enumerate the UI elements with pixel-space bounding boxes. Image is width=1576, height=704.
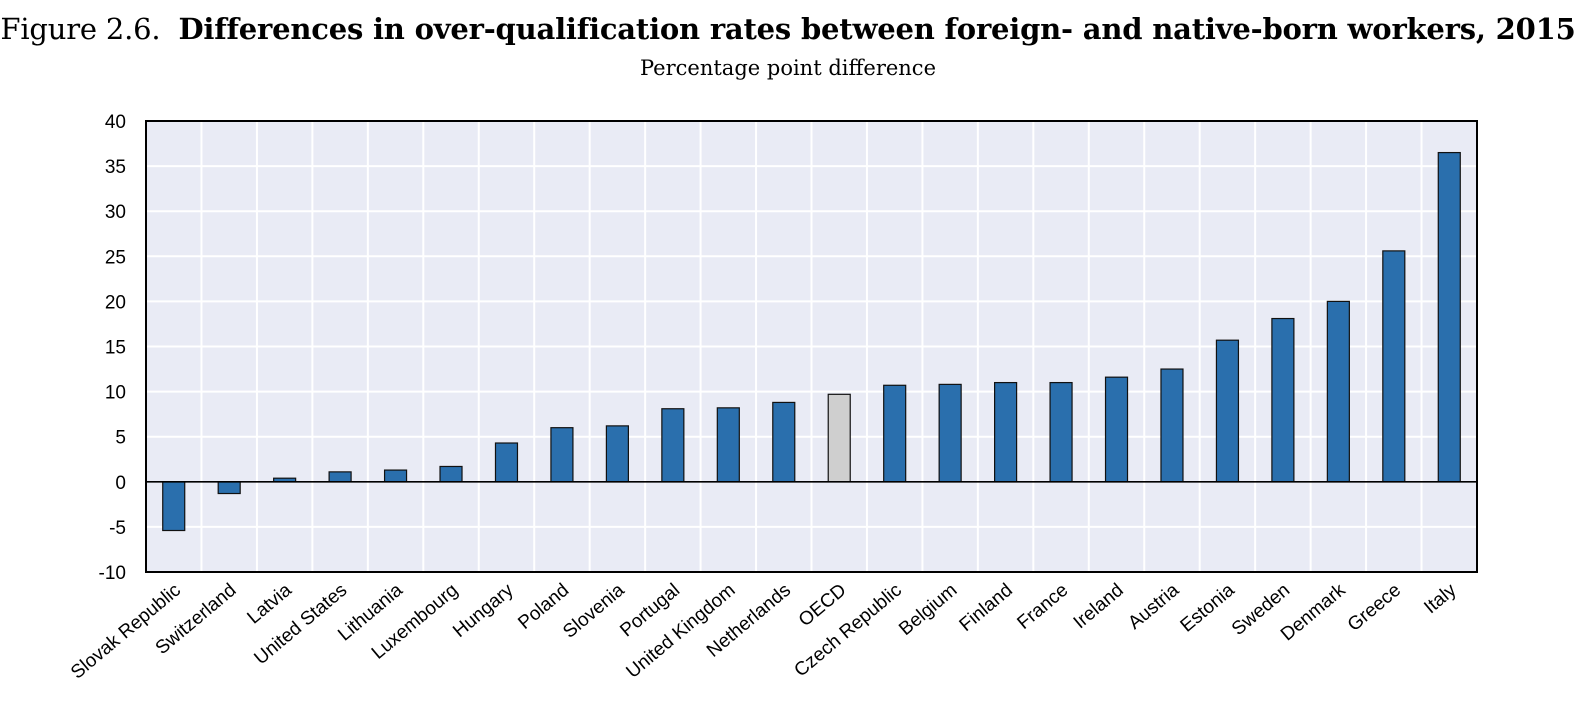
bar-lithuania <box>383 469 408 483</box>
x-tick-label: Belgium <box>895 580 961 640</box>
x-tick-label: Slovenia <box>559 579 629 642</box>
bar-france <box>1049 381 1073 483</box>
y-tick-label: 35 <box>105 157 126 178</box>
y-tick-label: 25 <box>105 247 126 268</box>
bar-united-states <box>328 471 352 483</box>
x-tick-label: Hungary <box>449 579 518 642</box>
plot-frame <box>145 120 1478 573</box>
y-tick-label: -10 <box>99 563 126 584</box>
bar-netherlands <box>772 401 796 483</box>
bar-austria <box>1160 368 1184 483</box>
bar-oecd <box>827 393 851 483</box>
bar-estonia <box>1215 339 1240 483</box>
bar-luxembourg <box>439 465 463 483</box>
y-tick-label: 15 <box>105 338 126 359</box>
bar-slovak-republic <box>162 481 186 532</box>
bar-sweden <box>1271 317 1295 483</box>
y-tick-label: 5 <box>115 428 126 449</box>
bar-portugal <box>661 408 685 483</box>
chart-title: Figure 2.6. Differences in over-qualific… <box>0 12 1576 46</box>
bar-switzerland <box>217 481 241 495</box>
figure-title: Differences in over-qualification rates … <box>178 12 1576 46</box>
figure-label: Figure 2.6. <box>0 12 161 46</box>
x-tick-label: Italy <box>1420 579 1461 618</box>
bar-italy <box>1437 151 1461 483</box>
y-tick-label: 0 <box>115 473 126 494</box>
y-tick-label: -5 <box>109 518 126 539</box>
y-tick-label: 40 <box>105 112 126 133</box>
bar-poland <box>550 427 574 483</box>
bar-belgium <box>938 383 962 483</box>
bar-denmark <box>1326 300 1350 483</box>
bar-finland <box>994 381 1018 483</box>
x-tick-label: France <box>1013 580 1072 634</box>
y-tick-label: 20 <box>105 292 126 313</box>
y-tick-label: 30 <box>105 202 126 223</box>
bar-czech-republic <box>883 384 907 483</box>
bar-united-kingdom <box>716 407 740 483</box>
x-tick-label: Finland <box>956 580 1017 636</box>
x-tick-label: Ireland <box>1070 580 1128 633</box>
x-tick-label: Austria <box>1124 579 1183 633</box>
bar-greece <box>1382 250 1406 483</box>
bar-hungary <box>494 442 519 483</box>
chart-subtitle: Percentage point difference <box>640 56 936 80</box>
x-tick-label: Estonia <box>1177 579 1239 636</box>
bar-slovenia <box>605 425 629 483</box>
y-tick-label: 10 <box>105 383 126 404</box>
x-tick-label: Greece <box>1344 580 1405 636</box>
bar-ireland <box>1104 376 1129 483</box>
